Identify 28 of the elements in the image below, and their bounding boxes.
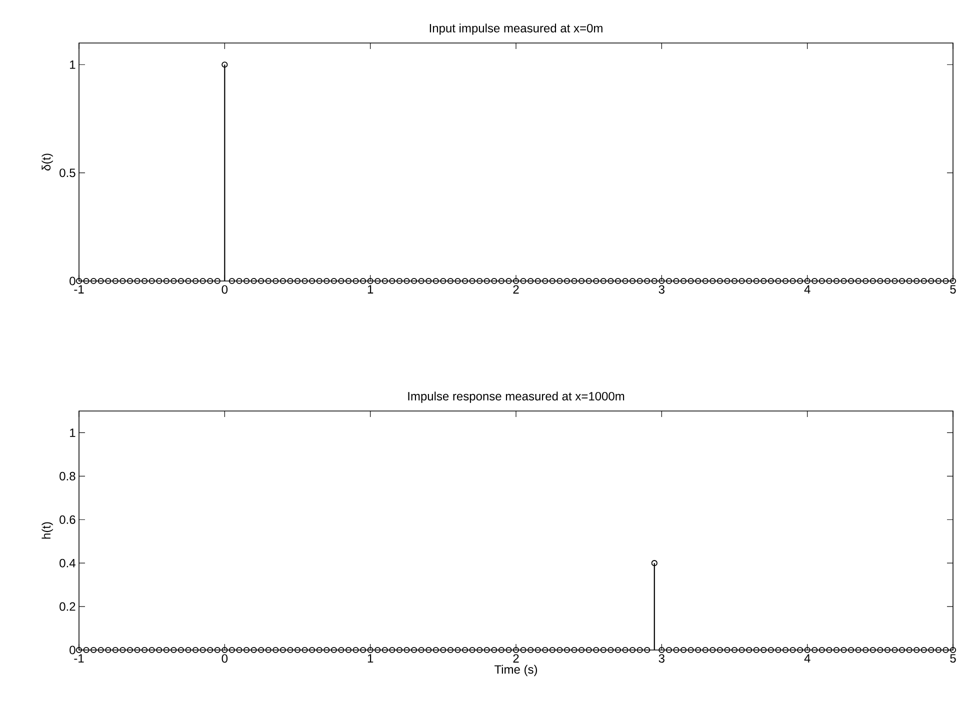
x-tick-label: -1 (74, 285, 84, 294)
y-tick-label: 0.8 (60, 472, 76, 480)
x-tick-label: 5 (950, 654, 956, 663)
chart-title: Input impulse measured at x=0m (430, 24, 602, 35)
x-tick-label: 0 (222, 285, 228, 294)
y-tick-label: 0.5 (60, 168, 76, 178)
x-tick-label: 5 (950, 285, 956, 294)
y-tick-label: 0.2 (60, 602, 76, 611)
x-tick-label: 4 (804, 285, 810, 294)
chart-title: Impulse response measured at x=1000m (408, 392, 624, 403)
y-tick-label: 1 (70, 60, 76, 69)
x-tick-label: -1 (74, 654, 84, 662)
x-tick-label: 3 (658, 285, 664, 294)
x-tick-label: 4 (804, 654, 810, 662)
y-tick-label: 0.4 (60, 558, 76, 568)
x-tick-label: 1 (368, 654, 374, 662)
y-tick-label: 0 (70, 646, 76, 654)
x-tick-label: 2 (513, 285, 519, 294)
y-axis-title: h(t) (42, 522, 53, 539)
x-tick-label: 0 (222, 654, 228, 663)
x-tick-label: 2 (513, 654, 519, 663)
y-axis-title: δ(t) (42, 154, 53, 170)
y-tick-label: 0.6 (60, 515, 76, 524)
x-tick-label: 1 (368, 285, 374, 294)
x-axis-title: Time (s) (494, 664, 538, 676)
x-tick-label: 3 (658, 654, 664, 663)
y-tick-label: 1 (70, 428, 76, 437)
y-tick-label: 0 (70, 276, 76, 286)
